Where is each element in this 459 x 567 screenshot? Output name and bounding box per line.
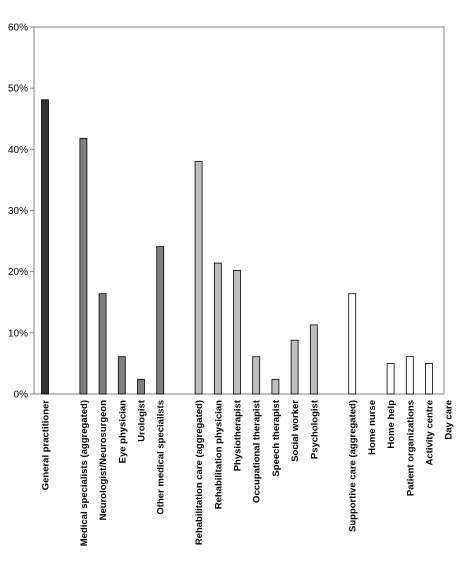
bar (309, 324, 318, 395)
y-tick-label: 20% (8, 267, 28, 278)
x-tick-label: Social worker (290, 400, 301, 462)
bar (425, 363, 433, 395)
bar (348, 293, 357, 395)
bar (41, 99, 49, 395)
x-tick-label: Patient organizations (405, 400, 416, 496)
x-tick-label: Neurologist/Neurosurgeon (98, 400, 109, 521)
x-tick-label: Medical specialists (aggregated) (79, 400, 90, 546)
y-tick-label: 0% (14, 390, 29, 401)
y-tick-label: 30% (8, 206, 28, 217)
x-tick-label: General practitioner (41, 400, 52, 491)
bar (290, 339, 299, 395)
x-tick-label: Day care (444, 400, 455, 440)
bar (137, 378, 145, 395)
x-tick-label: Supportive care (aggregated) (348, 400, 359, 532)
x-tick-label: Speech therapist (271, 399, 282, 476)
y-tick-label: 60% (8, 23, 28, 34)
bar (271, 378, 280, 395)
y-tick-label: 50% (8, 84, 28, 95)
x-tick-label: Home nurse (367, 400, 378, 455)
x-tick-label: Occupational therapist (252, 399, 263, 503)
x-tick-label: Urologist (137, 399, 148, 442)
x-axis-labels: General practitioner Medical specialists … (41, 399, 455, 546)
bar (117, 356, 126, 395)
bar (405, 356, 414, 395)
bar (98, 293, 107, 395)
bar (194, 161, 203, 395)
x-tick-label: Rehabilitation care (aggregated) (194, 400, 205, 545)
x-tick-label: Home help (386, 400, 397, 449)
bar (233, 270, 241, 395)
x-tick-label: Rehabilitation physician (213, 400, 224, 509)
bar (252, 356, 261, 395)
x-tick-label: Activity centre (425, 400, 436, 465)
bar (156, 246, 165, 395)
x-tick-label: Physiotherapist (233, 399, 244, 471)
x-tick-label: Psychologist (309, 399, 320, 459)
bar (213, 262, 222, 395)
y-tick-label: 40% (8, 145, 28, 156)
bar (386, 363, 395, 395)
bars (41, 99, 433, 395)
y-axis: 0% 10% 20% 30% 40% 50% 60% (8, 23, 35, 401)
y-tick-label: 10% (8, 328, 28, 339)
bar (79, 137, 88, 395)
x-tick-label: Eye physician (117, 400, 128, 464)
x-tick-label: Other medical specialists (156, 400, 167, 515)
